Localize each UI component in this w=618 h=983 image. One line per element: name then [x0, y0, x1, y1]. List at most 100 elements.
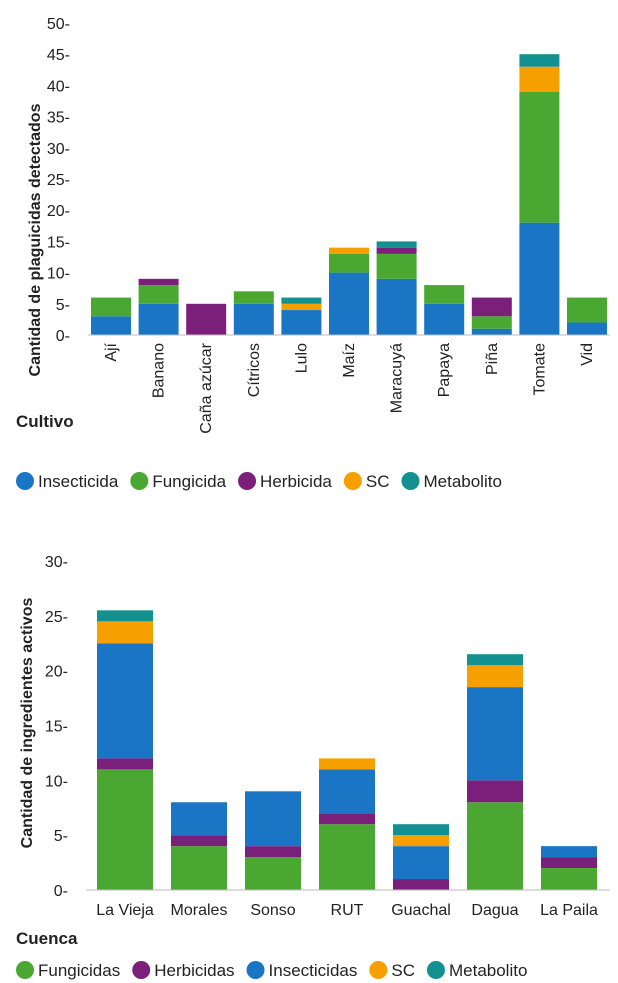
- bar-segment: [467, 654, 523, 666]
- y-tick-label: 5-: [56, 297, 70, 314]
- category-label: Dagua: [471, 902, 518, 919]
- legend-item: Metabolito: [426, 961, 527, 980]
- bar-segment: [519, 54, 560, 67]
- bar-segment: [97, 643, 153, 759]
- bar-segment: [329, 253, 369, 273]
- bar-segment: [97, 769, 153, 890]
- bar-segment: [424, 285, 465, 304]
- bar-segment: [319, 813, 375, 825]
- y-tick-label: 50-: [47, 16, 70, 33]
- bar-segment: [376, 247, 417, 254]
- bar-segment: [97, 758, 153, 770]
- legend-item: Fungicida: [130, 472, 227, 491]
- y-tick-label: 0-: [54, 883, 68, 900]
- bar-segment: [393, 846, 449, 880]
- bar-segment: [97, 610, 153, 622]
- y-tick-label: 35-: [47, 110, 70, 127]
- legend-swatch: [130, 472, 149, 490]
- bar-segment: [467, 687, 523, 781]
- legend-swatch: [343, 472, 362, 490]
- y-tick-label: 25-: [45, 609, 68, 626]
- bar-segment: [91, 297, 131, 317]
- category-label: Cítricos: [246, 343, 263, 397]
- bars: [97, 610, 597, 890]
- category-labels: La Vieja Morales Sonso RUT Guachal Dagua La Pa…: [96, 902, 598, 919]
- y-tick-labels: 0- 5- 10- 15- 20- 25- 30-: [45, 554, 68, 900]
- bar-segment: [567, 297, 607, 323]
- bar-segment: [171, 846, 227, 890]
- y-tick-label: 15-: [47, 234, 70, 251]
- y-axis-label: Cantidad de ingredientes activos: [19, 598, 36, 849]
- category-label: Ají: [103, 342, 120, 361]
- legend-label: Herbicidas: [154, 961, 234, 980]
- legend-label: Fungicida: [152, 472, 226, 491]
- y-tick-label: 10-: [45, 773, 68, 790]
- bar-segment: [281, 303, 322, 311]
- bar-segment: [541, 857, 597, 869]
- bar-segment: [97, 621, 153, 644]
- bar-segment: [567, 322, 607, 335]
- bar-segment: [91, 316, 131, 335]
- bar-segment: [519, 91, 560, 223]
- legend-item: Fungicidas: [16, 961, 120, 980]
- y-tick-labels: 0- 5- 10- 15- 20- 25- 30- 35- 40- 45- 50-: [47, 16, 70, 345]
- bar-segment: [467, 665, 523, 688]
- bar-segment: [245, 791, 301, 847]
- category-label: Morales: [171, 902, 228, 919]
- legend: Fungicidas Herbicidas Insecticidas SC Metabo…: [16, 961, 527, 980]
- legend-label: SC: [391, 961, 415, 980]
- legend-swatch: [426, 961, 445, 979]
- legend-label: Metabolito: [449, 961, 527, 980]
- bar-segment: [329, 247, 369, 254]
- legend-label: Herbicida: [260, 472, 332, 491]
- bar-segment: [376, 278, 417, 335]
- y-axis-label: Cantidad de plaguicidas detectados: [27, 103, 44, 376]
- bar-segment: [319, 758, 375, 770]
- legend-item: SC: [343, 472, 390, 491]
- bar-segment: [319, 824, 375, 890]
- bar-segment: [376, 241, 417, 248]
- bar-segment: [519, 222, 560, 335]
- category-label: La Paila: [540, 902, 598, 919]
- bar-segment: [471, 297, 512, 317]
- y-tick-label: 40-: [47, 78, 70, 95]
- legend-label: Insecticidas: [269, 961, 358, 980]
- y-tick-label: 30-: [45, 554, 68, 571]
- bar-segment: [467, 780, 523, 803]
- watershed-ingredients-chart: Cantidad de ingredientes activos 0- 5- 10-…: [16, 554, 610, 980]
- y-tick-label: 25-: [47, 172, 70, 189]
- x-axis-label: Cultivo: [16, 412, 74, 431]
- category-label: Lulo: [293, 343, 310, 373]
- category-label: Guachal: [391, 902, 451, 919]
- bar-segment: [171, 802, 227, 836]
- bar-segment: [471, 316, 512, 329]
- bar-segment: [281, 310, 322, 335]
- bar-segment: [245, 857, 301, 890]
- legend-swatch: [246, 961, 265, 979]
- category-label: Piña: [484, 343, 501, 375]
- category-label: Caña azúcar: [198, 342, 215, 433]
- bar-segment: [138, 278, 179, 286]
- bar-segment: [171, 835, 227, 847]
- bar-segment: [281, 297, 322, 304]
- bar-segment: [541, 868, 597, 890]
- legend-label: Fungicidas: [38, 961, 120, 980]
- legend-label: SC: [366, 472, 390, 491]
- y-tick-label: 15-: [45, 719, 68, 736]
- legend-swatch: [16, 472, 34, 490]
- category-labels: Ají Banano Caña azúcar Cítricos Lulo Maíz Mara…: [103, 342, 596, 433]
- y-tick-label: 45-: [47, 47, 70, 64]
- legend-swatch: [16, 961, 34, 979]
- legend-item: Herbicida: [238, 472, 332, 491]
- bar-segment: [138, 285, 179, 304]
- category-label: Maíz: [341, 343, 358, 378]
- category-label: RUT: [331, 902, 364, 919]
- bar-segment: [245, 846, 301, 858]
- bar-segment: [376, 253, 417, 279]
- y-tick-label: 20-: [47, 203, 70, 220]
- legend-swatch: [401, 472, 420, 490]
- legend-item: Metabolito: [401, 472, 502, 491]
- crop-pesticide-chart: Cantidad de plaguicidas detectados 0- 5- 1…: [16, 16, 610, 491]
- y-tick-label: 20-: [45, 664, 68, 681]
- bar-segment: [393, 824, 449, 836]
